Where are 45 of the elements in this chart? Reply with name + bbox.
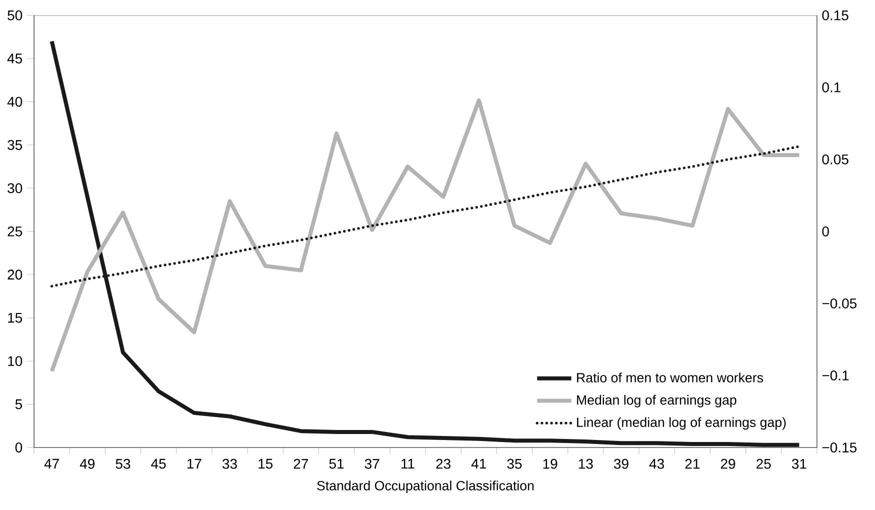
y-tick-label: 35 — [8, 140, 22, 150]
x-tick-label: 13 — [578, 458, 593, 469]
y-tick-label: 15 — [8, 312, 22, 323]
x-tick-label: 35 — [507, 458, 522, 469]
x-tick-label: 23 — [436, 458, 450, 469]
x-tick-label: 53 — [116, 458, 130, 469]
x-axis-title: Standard Occupational Classification — [317, 480, 534, 493]
y-tick-label: 25 — [8, 226, 22, 236]
x-tick-label: 45 — [151, 458, 166, 469]
line-series — [50, 98, 802, 374]
legend-label: Linear (median log of earnings gap) — [577, 417, 786, 430]
y2-tick-label: −0.15 — [822, 442, 857, 452]
y-tick-label: 40 — [7, 96, 22, 107]
x-tick-label: 33 — [222, 458, 237, 469]
y2-tick-label: 0 — [822, 226, 829, 236]
x-tick-label: 39 — [614, 458, 628, 469]
y-tick-label: 10 — [8, 356, 22, 366]
y-tick-label: 30 — [8, 183, 22, 194]
y2-tick-label: 0.05 — [822, 154, 848, 164]
x-tick-label: 19 — [543, 458, 558, 469]
x-tick-label: 11 — [402, 458, 414, 468]
legend-label: Ratio of men to women workers — [577, 372, 764, 382]
x-tick-label: 41 — [471, 458, 486, 468]
x-tick-label: 15 — [258, 458, 273, 469]
x-tick-label: 47 — [44, 458, 59, 468]
y2-tick-label: −0.1 — [822, 370, 849, 380]
x-tick-label: 31 — [792, 458, 806, 469]
y2-tick-label: −0.05 — [822, 298, 857, 308]
y-tick-label: 45 — [7, 54, 22, 64]
y2-tick-label: 0.15 — [822, 10, 848, 20]
x-tick-label: 25 — [756, 458, 771, 469]
y-tick-label: 50 — [8, 10, 22, 20]
x-tick-label: 29 — [720, 458, 736, 469]
y2-tick-label: 0.1 — [822, 82, 840, 92]
x-tick-label: 21 — [685, 458, 700, 469]
y-tick-label: 5 — [15, 399, 22, 410]
x-tick-label: 37 — [364, 458, 380, 469]
y-tick-label: 0 — [15, 442, 22, 452]
x-tick-label: 43 — [649, 458, 664, 469]
x-tick-label: 17 — [187, 458, 202, 468]
y-tick-label: 20 — [8, 270, 22, 280]
x-tick-label: 27 — [294, 458, 308, 469]
x-tick-label: 49 — [80, 458, 95, 469]
x-tick-label: 51 — [329, 458, 344, 469]
legend-label: Median log of earnings gap — [577, 394, 736, 408]
